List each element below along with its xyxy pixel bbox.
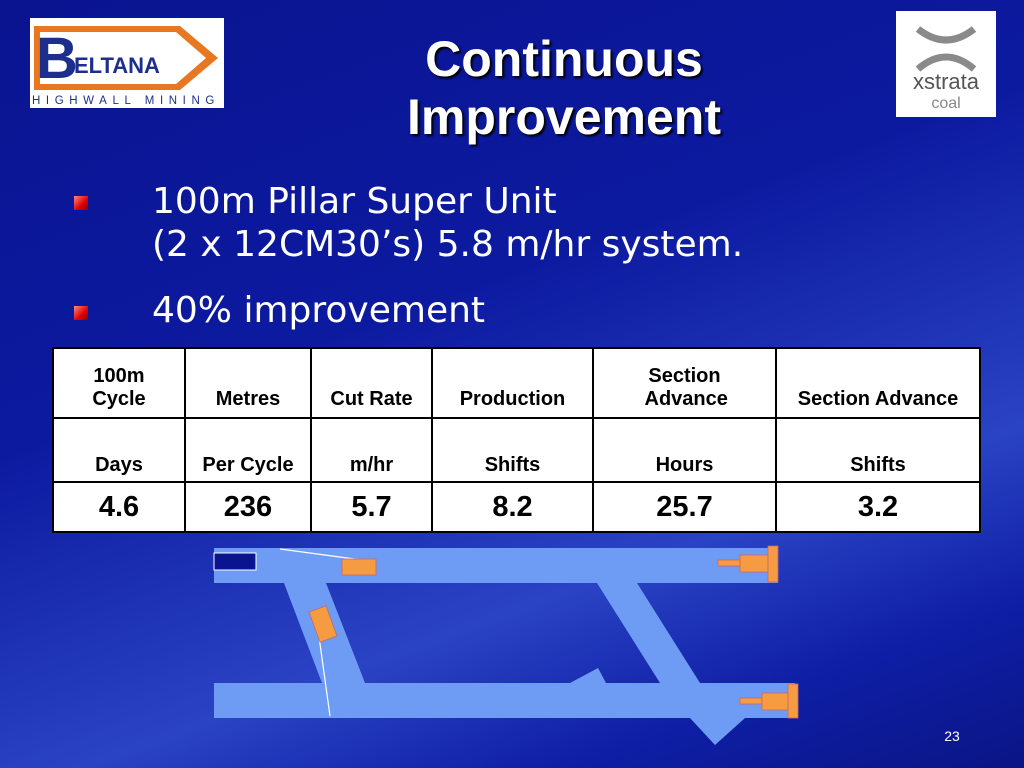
miner-head [767, 545, 779, 583]
xstrata-logo: xstrata coal [896, 11, 996, 117]
cell-text: 4.6 [98, 490, 140, 523]
table-cell: Hours [592, 417, 777, 483]
table-cell: m/hr [310, 417, 433, 483]
cell-text: Production [459, 388, 566, 410]
table-row: 100m Cycle Metres Cut Rate Production Sectio… [52, 347, 981, 419]
slide-title: Continuous Improvement [300, 30, 828, 146]
table-cell: Days [52, 417, 186, 483]
panel-box [213, 552, 257, 571]
cell-text: 8.2 [492, 490, 533, 523]
cell-text: 100m Cycle [92, 365, 146, 410]
bullet-line: (2 x 12CM30’s) 5.8 m/hr system. [152, 224, 744, 265]
table-cell: 3.2 [775, 481, 981, 533]
beltana-logo: B ELTANA HIGHWALL MINING [30, 18, 224, 108]
logo-name: xstrata [913, 69, 980, 94]
cell-text: Per Cycle [202, 454, 294, 476]
table-cell: Section Advance [592, 347, 777, 419]
table-cell: Metres [184, 347, 312, 419]
cell-text: Shifts [850, 454, 906, 476]
cell-text: Hours [655, 454, 714, 476]
table-cell: 5.7 [310, 481, 433, 533]
table-row: Days Per Cycle m/hr Shifts Hours Shifts [52, 417, 981, 483]
cell-text: m/hr [349, 454, 394, 476]
continuous-miner [761, 692, 789, 711]
bullet-text: 40% improvement [152, 289, 485, 332]
cell-text: Cut Rate [330, 388, 413, 410]
cable [279, 548, 363, 561]
miner-head [787, 683, 799, 719]
cell-text: Section Advance [797, 388, 959, 410]
bullet-line: 100m Pillar Super Unit [152, 181, 557, 222]
roadway [214, 548, 778, 583]
table-cell: 8.2 [431, 481, 594, 533]
title-line: Continuous [425, 31, 703, 87]
table-row: 4.6 236 5.7 8.2 25.7 3.2 [52, 481, 981, 533]
table-cell: Per Cycle [184, 417, 312, 483]
cell-text: Section Advance [644, 365, 728, 410]
table-cell: Shifts [431, 417, 594, 483]
cell-text: 25.7 [656, 490, 713, 523]
table-cell: 236 [184, 481, 312, 533]
miner-boom [717, 559, 741, 567]
cell-text: Shifts [484, 454, 541, 476]
logo-x [915, 26, 977, 72]
logo-tagline: HIGHWALL MINING [32, 95, 220, 107]
miner-boom [739, 697, 763, 705]
xstrata-logo-art: xstrata coal [913, 26, 980, 112]
heading [690, 718, 745, 745]
table-cell: Production [431, 347, 594, 419]
roadway [214, 683, 795, 718]
table-body: 100m Cycle Metres Cut Rate Production Sectio… [52, 347, 981, 533]
bullet-line: 40% improvement [152, 290, 486, 331]
page-number: 23 [944, 728, 960, 744]
beltana-logo-art: B ELTANA HIGHWALL MINING [32, 26, 220, 107]
shuttle-car [308, 605, 338, 643]
logo-arrow-inner [40, 32, 206, 84]
logo-letter: B [36, 26, 78, 91]
bullet-marker [74, 306, 88, 320]
bullet-marker [74, 196, 88, 210]
roadways [214, 548, 795, 745]
data-table: 100m Cycle Metres Cut Rate Production Sectio… [52, 347, 981, 533]
cell-text: Metres [215, 388, 281, 410]
table-cell: 4.6 [52, 481, 186, 533]
cell-text: 5.7 [351, 490, 392, 523]
cut-through [597, 583, 700, 683]
table-cell: Shifts [775, 417, 981, 483]
bullet-text: 100m Pillar Super Unit (2 x 12CM30’s) 5.… [152, 180, 743, 266]
notch [570, 668, 606, 683]
logo-name: ELTANA [74, 53, 160, 78]
logo-sub: coal [931, 95, 960, 112]
shuttle-car [341, 558, 377, 576]
table-cell: Section Advance [775, 347, 981, 419]
title-line: Improvement [407, 89, 721, 145]
equipment [308, 545, 799, 719]
continuous-miner [739, 554, 769, 573]
cell-text: Days [95, 454, 143, 476]
table-cell: Cut Rate [310, 347, 433, 419]
table-cell: 25.7 [592, 481, 777, 533]
cell-text: 236 [223, 490, 273, 523]
cell-text: 3.2 [857, 490, 899, 523]
table-cell: 100m Cycle [52, 347, 186, 419]
